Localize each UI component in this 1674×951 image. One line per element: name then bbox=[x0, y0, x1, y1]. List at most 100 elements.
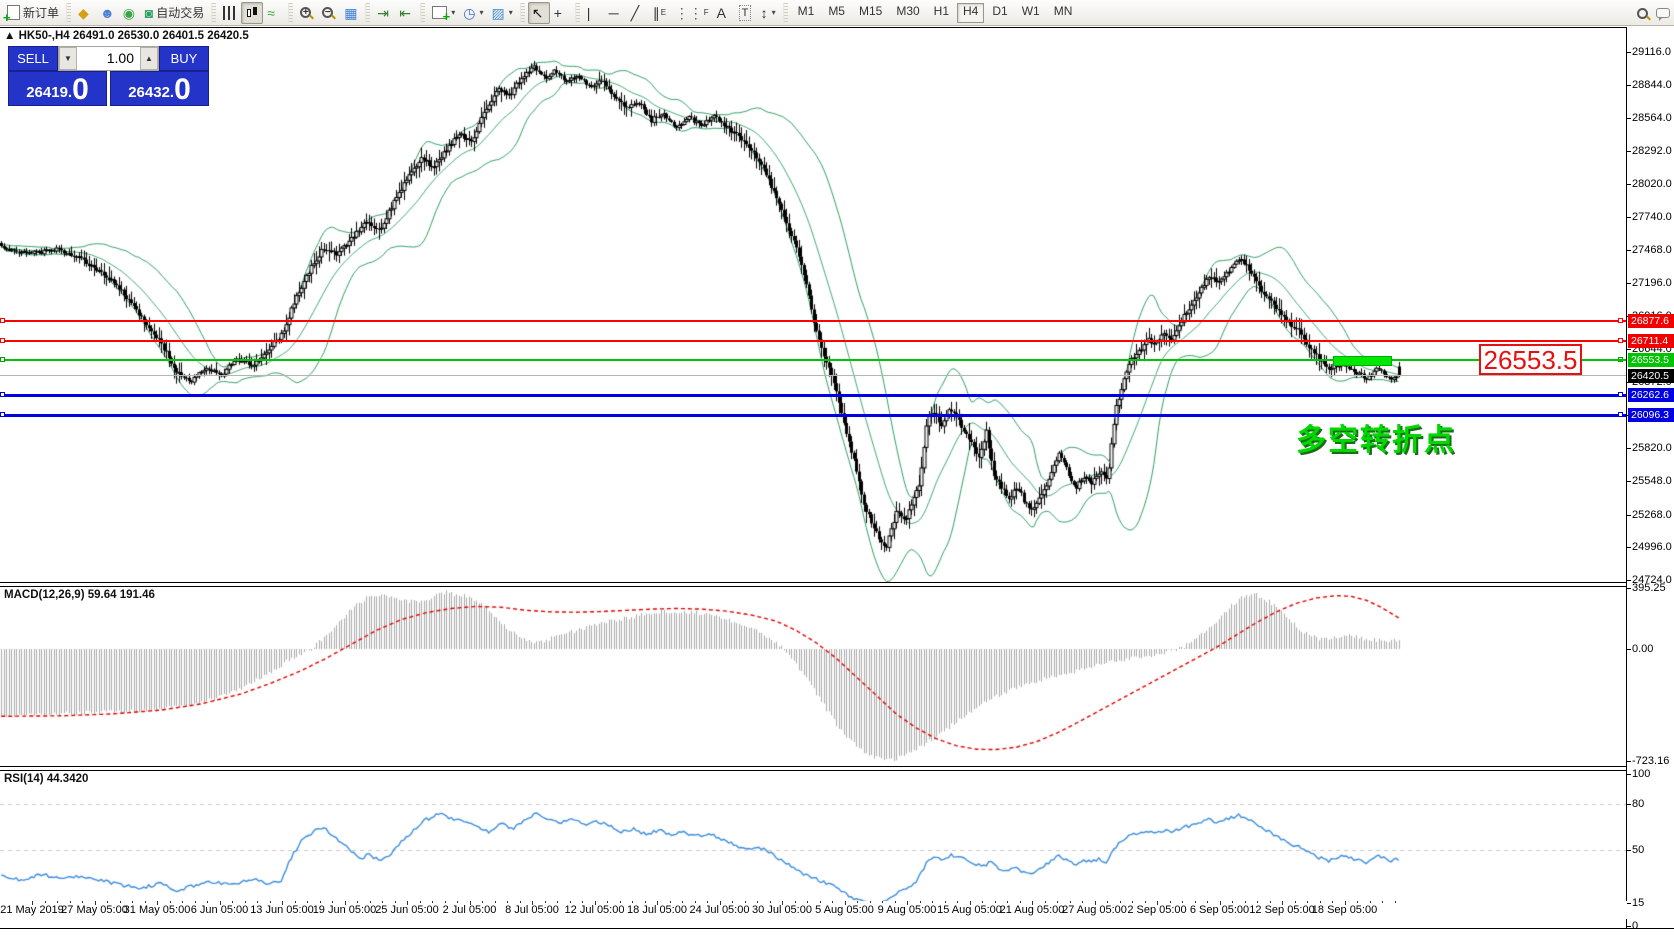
hline-current-price-26420.5[interactable] bbox=[0, 375, 1626, 377]
timeframe-d1[interactable]: D1 bbox=[992, 3, 1008, 18]
time-tick-major bbox=[1282, 901, 1283, 905]
news-feed-button[interactable]: ◉ bbox=[119, 2, 141, 24]
mql5-market-button[interactable]: ◆ bbox=[74, 2, 96, 24]
time-tick-minor bbox=[1207, 901, 1208, 903]
hline-resistance-26711.4[interactable] bbox=[0, 338, 1626, 344]
sell-button[interactable]: SELL bbox=[8, 46, 58, 71]
volume-input[interactable]: 1.00 bbox=[77, 47, 140, 70]
time-tick-minor bbox=[582, 901, 583, 903]
chevron-down-icon[interactable]: ▾ bbox=[771, 8, 776, 17]
arrows-tool[interactable]: ↕ ▾ bbox=[757, 2, 780, 24]
tile-windows-button[interactable]: ▦ bbox=[340, 2, 362, 24]
buy-button[interactable]: BUY bbox=[159, 46, 209, 71]
indicators-button[interactable]: ▾ bbox=[428, 2, 459, 24]
fibonacci-tool[interactable]: ⋮⋮ F bbox=[671, 2, 713, 24]
sell-price-main: 26419 bbox=[26, 84, 68, 101]
one-click-trading-panel: SELL ▼ 1.00 ▲ BUY 26419. 0 26432. 0 bbox=[8, 46, 209, 106]
buy-price-button[interactable]: 26432. 0 bbox=[110, 71, 209, 106]
line-endpoint[interactable] bbox=[0, 412, 5, 418]
time-tick-minor bbox=[1044, 901, 1046, 903]
time-tick-major bbox=[1344, 901, 1346, 905]
horizontal-line-tool[interactable]: ─ bbox=[605, 2, 627, 24]
time-tick-minor bbox=[269, 901, 271, 903]
chat-icon[interactable] bbox=[1656, 8, 1670, 21]
highlight-rectangle-object[interactable] bbox=[1333, 355, 1392, 367]
timeframe-h4[interactable]: H4 bbox=[957, 2, 985, 23]
cursor-arrow-icon: ↖ bbox=[531, 4, 544, 21]
indicator-plus-icon bbox=[432, 6, 450, 24]
time-tick-minor bbox=[944, 901, 946, 903]
vertical-line-tool[interactable]: | bbox=[583, 2, 605, 24]
line-endpoint[interactable] bbox=[0, 318, 5, 324]
timeframe-h1[interactable]: H1 bbox=[933, 3, 950, 18]
price-tick bbox=[1627, 217, 1631, 219]
time-tick-minor bbox=[994, 901, 996, 903]
splitter-1-bottom[interactable] bbox=[0, 586, 1626, 587]
chevron-down-icon[interactable]: ▾ bbox=[479, 8, 484, 17]
candlestick-mode-button[interactable] bbox=[241, 1, 264, 24]
chevron-down-icon[interactable]: ▾ bbox=[508, 8, 513, 17]
cursor-tool-button[interactable]: ↖ bbox=[527, 1, 550, 24]
periods-button[interactable]: ◷ ▾ bbox=[459, 2, 487, 24]
time-tick-minor bbox=[307, 901, 308, 903]
timeframe-m5[interactable]: M5 bbox=[828, 3, 845, 18]
toolbar-group-2: ≈ bbox=[218, 0, 286, 26]
rsi-tick bbox=[1627, 774, 1631, 775]
price-tick bbox=[1627, 52, 1631, 53]
chart-shift-button[interactable]: ⇤ bbox=[395, 2, 417, 24]
annotation-text-object[interactable]: 多空转折点 bbox=[1296, 423, 1456, 457]
community-button[interactable]: ☻ bbox=[96, 2, 119, 24]
zoom-in-button[interactable]: + bbox=[296, 2, 318, 24]
templates-button[interactable]: ▨ ▾ bbox=[487, 2, 516, 24]
timeframe-m1[interactable]: M1 bbox=[797, 3, 815, 18]
line-endpoint[interactable] bbox=[1618, 412, 1623, 418]
time-axis[interactable]: 21 May 2019 27 May 05:00 31 May 05:00 6 Jun… bbox=[0, 901, 1674, 919]
channel-tool[interactable]: ∥ E bbox=[649, 2, 671, 24]
timeframe-m15[interactable]: M15 bbox=[858, 3, 883, 18]
text-label-tool[interactable]: T bbox=[735, 2, 757, 24]
hline-support-26096.3[interactable] bbox=[0, 412, 1626, 418]
bar-chart-mode-button[interactable] bbox=[219, 2, 241, 24]
line-endpoint[interactable] bbox=[0, 338, 5, 344]
auto-trading-button[interactable]: ◙ 自动交易 bbox=[141, 2, 208, 24]
splitter-2-bottom[interactable] bbox=[0, 770, 1626, 771]
search-icon[interactable] bbox=[1637, 7, 1648, 19]
time-tick-minor bbox=[507, 901, 508, 903]
macd-canvas[interactable] bbox=[0, 587, 1626, 766]
trendline-tool[interactable]: ╱ bbox=[627, 2, 649, 24]
hline-support-26262.6[interactable] bbox=[0, 392, 1626, 398]
auto-scroll-button[interactable]: ⇥ bbox=[373, 2, 395, 24]
line-endpoint[interactable] bbox=[1618, 338, 1623, 344]
rsi-tick bbox=[1627, 903, 1631, 905]
time-tick-major bbox=[782, 901, 783, 905]
new-order-button[interactable]: 新订单 bbox=[3, 2, 63, 25]
price-tick-label: 29116.0 bbox=[1632, 46, 1671, 58]
splitter-2-top[interactable] bbox=[0, 766, 1626, 767]
line-endpoint[interactable] bbox=[1618, 318, 1623, 324]
line-endpoint[interactable] bbox=[0, 357, 5, 363]
chevron-down-icon[interactable]: ▾ bbox=[451, 8, 456, 17]
timeframe-m30[interactable]: M30 bbox=[896, 3, 920, 18]
volume-increase-button[interactable]: ▲ bbox=[140, 47, 158, 70]
main-chart-canvas[interactable] bbox=[0, 28, 1626, 582]
text-a-icon: A bbox=[716, 4, 726, 21]
big-price-label-object[interactable]: 26553.5 bbox=[1479, 344, 1582, 376]
hline-resistance-26877.6[interactable] bbox=[0, 318, 1626, 324]
text-tool[interactable]: A bbox=[713, 2, 735, 24]
crosshair-tool-button[interactable]: + bbox=[550, 2, 572, 24]
time-tick-minor bbox=[382, 901, 383, 903]
zoom-out-button[interactable]: − bbox=[318, 2, 340, 24]
price-marker-resistance: 26877.6 bbox=[1628, 314, 1674, 329]
splitter-1-top[interactable] bbox=[0, 582, 1626, 583]
line-endpoint[interactable] bbox=[0, 392, 5, 398]
volume-decrease-button[interactable]: ▼ bbox=[59, 47, 77, 70]
line-chart-mode-button[interactable]: ≈ bbox=[263, 2, 285, 24]
timeframe-w1[interactable]: W1 bbox=[1021, 3, 1040, 18]
time-tick-major bbox=[1094, 901, 1096, 905]
chart-top-border bbox=[0, 27, 1626, 28]
sell-price-button[interactable]: 26419. 0 bbox=[8, 71, 107, 106]
time-label: 24 Jul 05:00 bbox=[689, 904, 750, 916]
line-endpoint[interactable] bbox=[1618, 392, 1623, 398]
timeframe-mn[interactable]: MN bbox=[1053, 3, 1073, 18]
time-tick-minor bbox=[1382, 901, 1383, 903]
